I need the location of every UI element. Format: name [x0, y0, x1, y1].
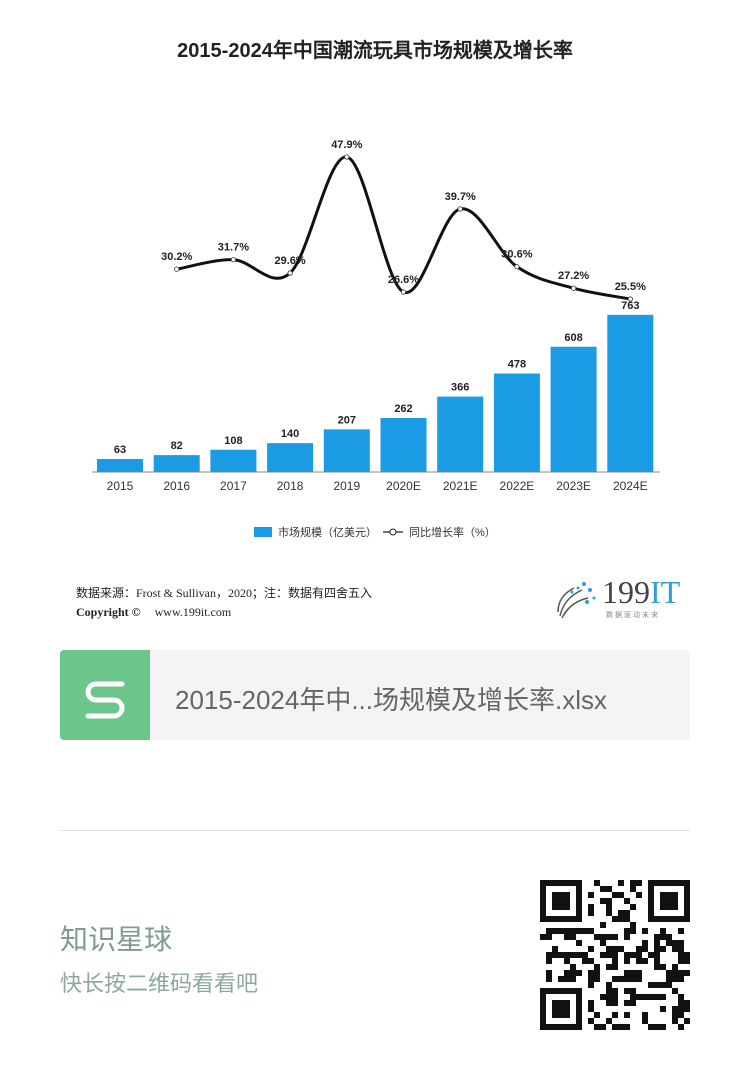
bar-2015	[97, 459, 143, 472]
logo-text-accent: IT	[650, 574, 681, 610]
bar-label-2024E: 763	[621, 300, 639, 312]
growth-point-2016	[174, 266, 180, 272]
growth-label-2017: 31.7%	[218, 242, 249, 254]
growth-label-2018: 29.6%	[274, 255, 305, 267]
x-tick-2018: 2018	[277, 479, 304, 493]
x-tick-2022E: 2022E	[500, 479, 535, 493]
website: www.199it.com	[154, 605, 232, 619]
legend-line-label: 同比增长率（%）	[409, 525, 496, 539]
growth-label-2022E: 30.6%	[501, 249, 532, 261]
bar-label-2015: 63	[114, 444, 126, 456]
bar-label-2019: 207	[338, 414, 356, 426]
bar-label-2023E: 608	[564, 332, 582, 344]
199it-logo: 199IT 数据驱动未来	[554, 574, 680, 620]
bar-2024E	[607, 314, 654, 472]
spreadsheet-icon	[60, 650, 150, 740]
bar-2018	[267, 443, 314, 472]
bar-2022E	[493, 373, 540, 472]
bar-2021E	[437, 396, 484, 472]
file-name: 2015-2024年中...场规模及增长率.xlsx	[175, 685, 608, 715]
x-tick-2021E: 2021E	[443, 479, 478, 493]
promo-title: 知识星球	[60, 924, 173, 955]
bar-2019	[323, 429, 370, 472]
bar-label-2016: 82	[171, 440, 183, 452]
x-tick-2016: 2016	[163, 479, 190, 493]
legend-bar-swatch	[254, 527, 272, 537]
growth-point-2022E	[514, 264, 520, 270]
chart-title: 2015-2024年中国潮流玩具市场规模及增长率	[177, 40, 573, 62]
legend-bar-label: 市场规模（亿美元）	[278, 525, 377, 539]
source-note: 数据来源：Frost & Sullivan，2020；注：数据有四舍五入	[76, 586, 373, 600]
growth-label-2016: 30.2%	[161, 251, 192, 263]
legend-line-marker	[389, 528, 397, 536]
growth-line	[176, 155, 631, 301]
bar-label-2020E: 262	[394, 403, 412, 415]
qr-code[interactable]	[540, 880, 690, 1030]
chart: 63 2015 82 2016 108 2017 140 2018 207 2019 262 2020…	[92, 139, 660, 539]
growth-point-2024E	[627, 296, 633, 302]
growth-label-2023E: 27.2%	[558, 270, 589, 282]
bar-label-2022E: 478	[508, 359, 526, 371]
copyright: Copyright © www.199it.com	[76, 605, 231, 620]
growth-label-2024E: 25.5%	[615, 281, 646, 293]
promo-hint: 快长按二维码看看吧	[60, 971, 259, 996]
bar-label-2018: 140	[281, 428, 299, 440]
bar-2016	[153, 455, 200, 472]
growth-point-2023E	[570, 285, 577, 291]
bar-2017	[210, 449, 257, 472]
logo-text: 199	[602, 574, 650, 610]
x-tick-2019: 2019	[333, 479, 360, 493]
x-tick-2020E: 2020E	[386, 479, 421, 493]
bar-label-2017: 108	[224, 435, 242, 447]
logo-slogan: 数据驱动未来	[606, 612, 660, 619]
logo-dandelion-icon	[557, 582, 596, 619]
growth-label-2019: 47.9%	[331, 139, 362, 151]
bar-2023E	[550, 346, 597, 472]
growth-point-2017	[230, 257, 236, 263]
copyright-label: Copyright ©	[76, 605, 141, 619]
bar-2020E	[380, 418, 427, 472]
x-tick-2023E: 2023E	[556, 479, 591, 493]
divider	[60, 830, 690, 831]
x-tick-2015: 2015	[107, 479, 134, 493]
growth-point-2019	[344, 154, 350, 160]
x-tick-2017: 2017	[220, 479, 247, 493]
growth-point-2018	[287, 270, 293, 276]
growth-label-2020E: 26.6%	[388, 274, 419, 286]
x-tick-2024E: 2024E	[613, 479, 648, 493]
bar-label-2021E: 366	[451, 382, 469, 394]
growth-label-2021E: 39.7%	[445, 191, 476, 203]
file-attachment[interactable]: 2015-2024年中...场规模及增长率.xlsx	[60, 650, 690, 740]
growth-point-2020E	[400, 289, 407, 295]
growth-point-2021E	[457, 206, 463, 212]
